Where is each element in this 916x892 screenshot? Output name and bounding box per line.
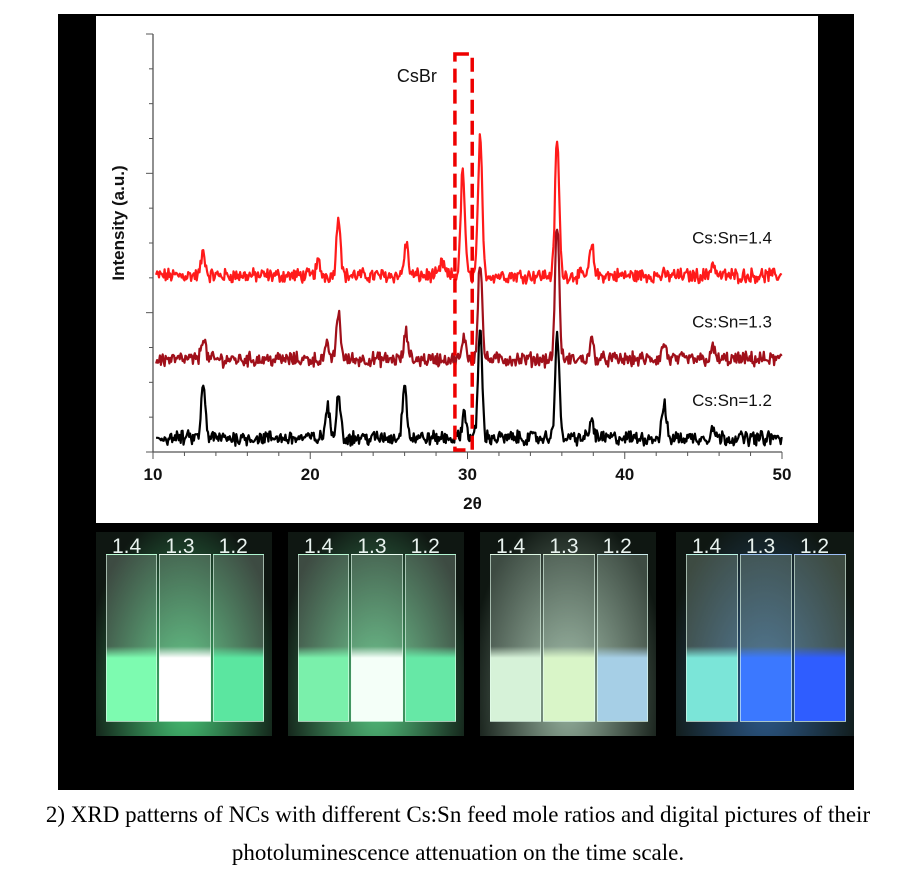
series-label: Cs:Sn=1.4 (692, 229, 772, 248)
cuvette-ratio-label: 1.4 (496, 535, 526, 558)
series-label: Cs:Sn=1.3 (692, 312, 772, 331)
x-tick-label: 30 (458, 465, 477, 484)
cuvette (686, 554, 738, 722)
cuvette (351, 554, 403, 722)
cuvette-ratio-label: 1.4 (692, 535, 722, 558)
x-tick-label: 20 (301, 465, 320, 484)
x-tick-label: 40 (615, 465, 634, 484)
caption-line-2: photoluminescence attenuation on the tim… (231, 840, 685, 865)
xrd-chart-panel: 10 20 30 40 50 2θ Intensity (a.u.) Cs:Sn=1.4 Cs… (96, 16, 818, 523)
cuvette (159, 554, 211, 722)
cuvette-ratio-label: 1.2 (410, 535, 440, 558)
cuvette-ratio-label: 1.4 (304, 535, 334, 558)
cuvette-photo-4: 1.4 1.3 1.2 (676, 532, 854, 736)
series-label: Cs:Sn=1.2 (692, 391, 772, 410)
caption-line-1: 2) XRD patterns of NCs with different Cs… (45, 802, 871, 827)
cuvette (212, 554, 264, 722)
cuvette-ratio-label: 1.4 (112, 535, 142, 558)
cuvette-ratio-label: 1.3 (165, 535, 195, 558)
cuvette (404, 554, 456, 722)
series-line-14 (155, 133, 783, 285)
series-line-12 (155, 329, 783, 448)
series-group (155, 133, 783, 448)
cuvette-ratio-label: 1.2 (799, 535, 830, 558)
cuvette (298, 554, 350, 722)
cuvette (793, 554, 846, 722)
cuvette-ratio-label: 1.3 (357, 535, 387, 558)
cuvette-photo-1: 1.4 1.3 1.2 (96, 532, 272, 736)
y-axis-title: Intensity (a.u.) (109, 165, 128, 280)
cuvette (739, 554, 792, 722)
x-tick-label: 50 (773, 465, 792, 484)
csbr-dashed-box (453, 52, 474, 452)
cuvette-ratio-label: 1.3 (549, 535, 579, 558)
cuvette (106, 554, 158, 722)
cuvette-photo-2: 1.4 1.3 1.2 (288, 532, 464, 736)
axes: 10 20 30 40 50 2θ Intensity (a.u.) (109, 33, 792, 513)
cuvette-ratio-label: 1.2 (602, 535, 632, 558)
cuvette-ratio-label: 1.2 (218, 535, 248, 558)
csbr-annotation-label: CsBr (397, 66, 437, 86)
cuvette (490, 554, 542, 722)
cuvette-photo-3: 1.4 1.3 1.2 (480, 532, 656, 736)
cuvette (543, 554, 595, 722)
series-line-13 (155, 228, 783, 369)
figure-caption: 2) XRD patterns of NCs with different Cs… (0, 796, 916, 872)
cuvette-ratio-label: 1.3 (745, 535, 776, 558)
x-tick-label: 10 (144, 465, 163, 484)
labels-group: Cs:Sn=1.4 Cs:Sn=1.3 Cs:Sn=1.2 CsBr (397, 52, 772, 452)
x-axis-title: 2θ (463, 494, 482, 513)
cuvette (596, 554, 648, 722)
